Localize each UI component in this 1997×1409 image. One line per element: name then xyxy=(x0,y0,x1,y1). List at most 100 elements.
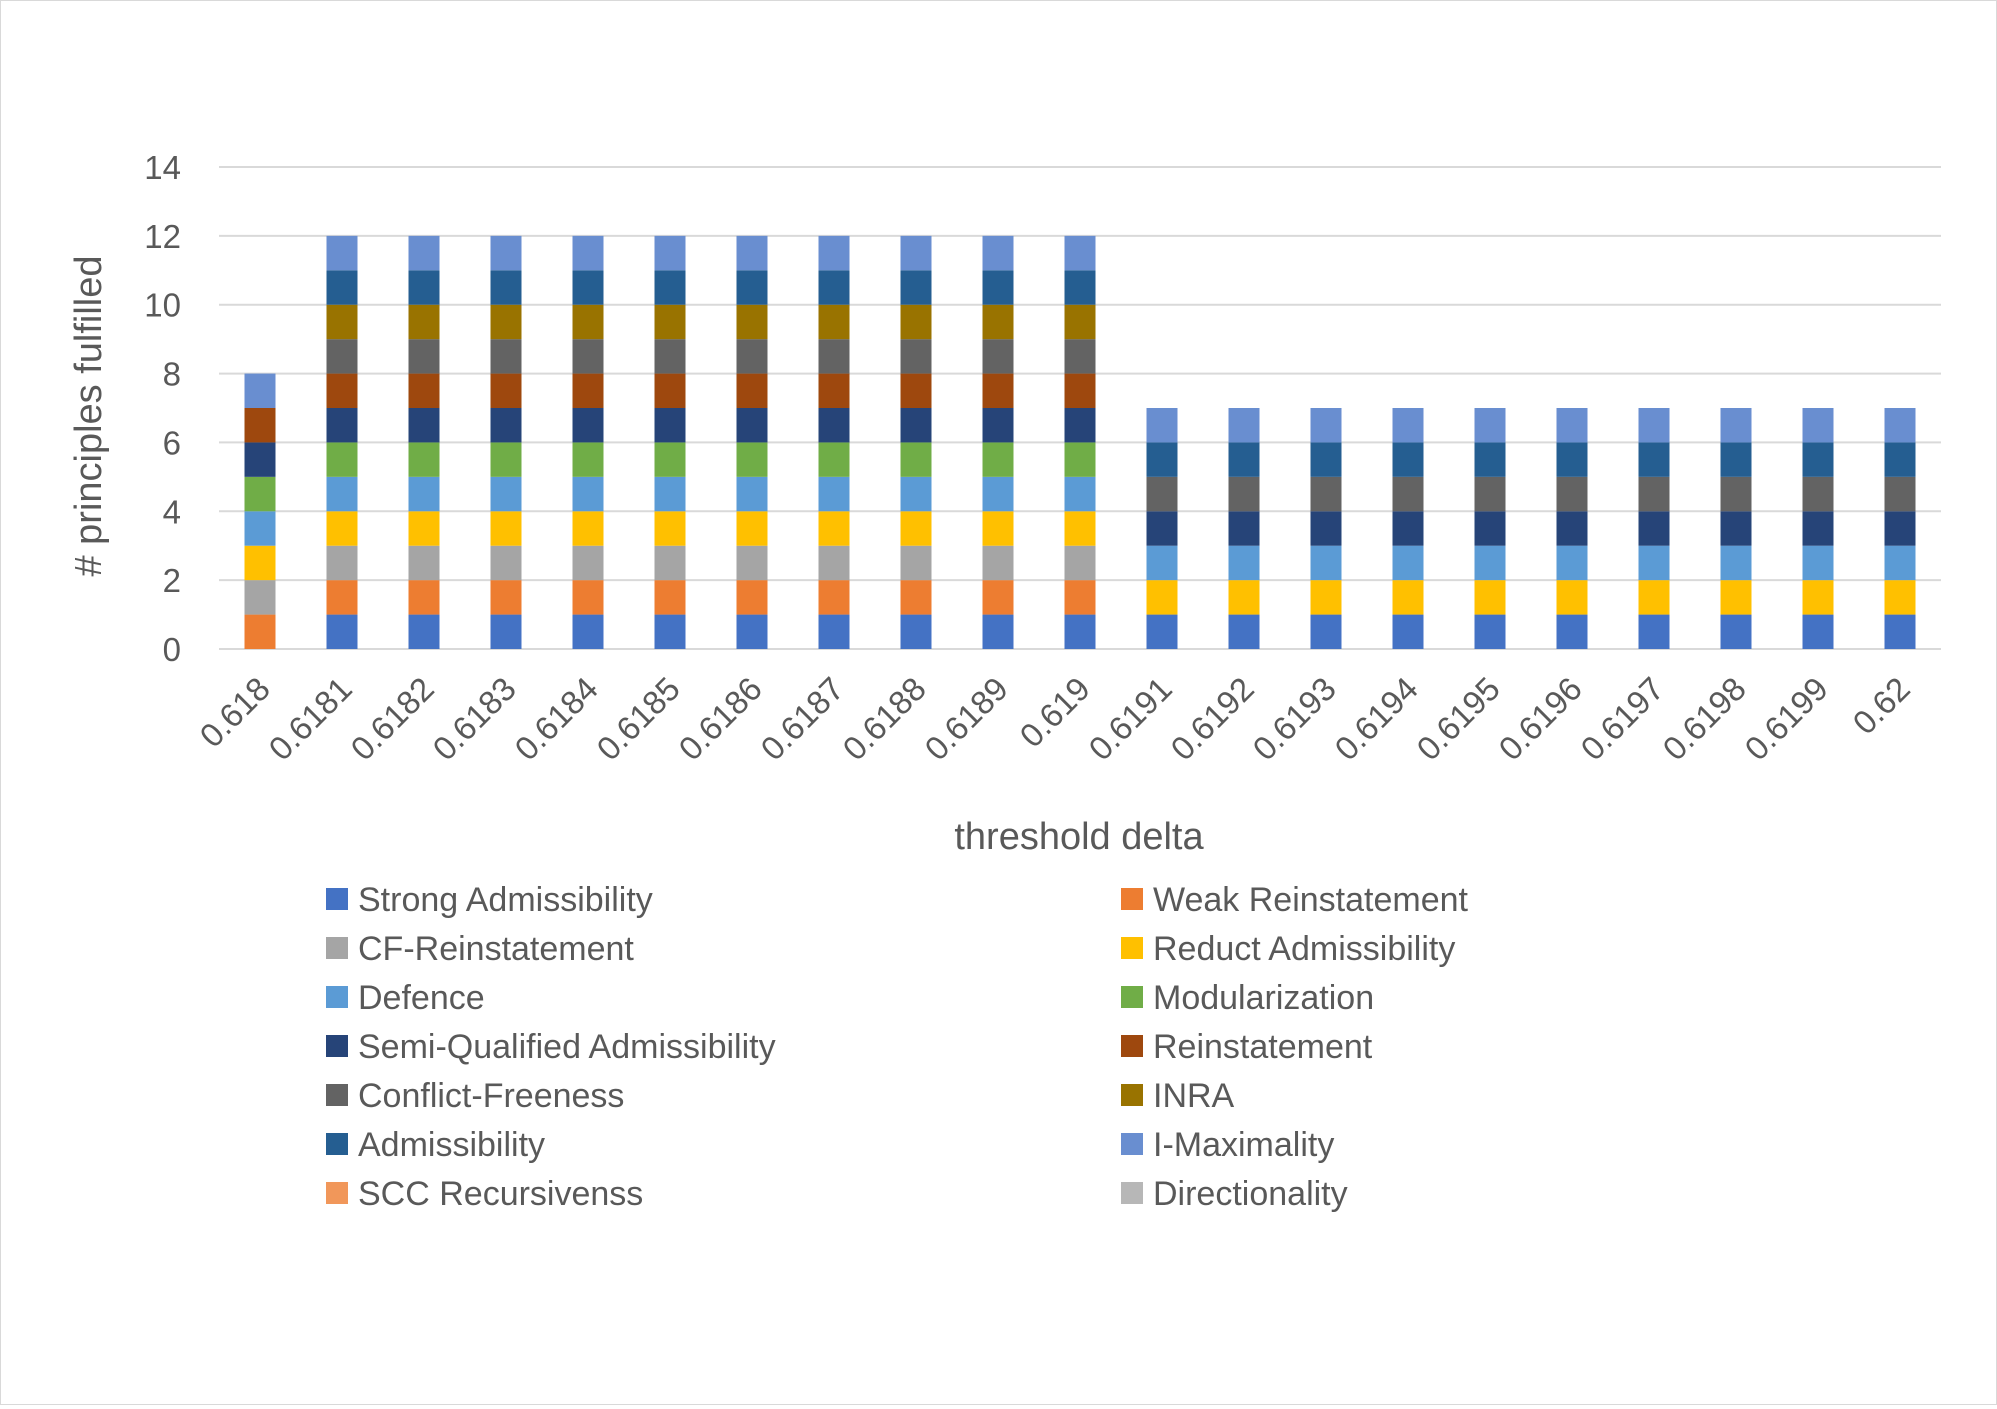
bar-segment xyxy=(244,442,276,477)
bar-segment xyxy=(818,580,850,615)
x-tick-label: 0.6196 xyxy=(1491,670,1589,768)
bar-segment xyxy=(818,545,850,581)
bar-segment xyxy=(572,442,604,477)
bar-segment xyxy=(1064,442,1096,477)
legend-label: Reduct Admissibility xyxy=(1153,930,1455,968)
y-tick-label: 12 xyxy=(144,218,181,255)
bar-segment xyxy=(1720,580,1752,615)
bar-segment xyxy=(818,235,850,271)
bar-segment xyxy=(900,614,932,649)
bar-segment xyxy=(490,545,522,581)
bar-segment xyxy=(1310,476,1342,512)
bar-segment xyxy=(736,339,768,374)
bar-segment xyxy=(900,339,932,374)
bar-segment xyxy=(408,442,440,477)
bar-segment xyxy=(490,235,522,271)
bar-segment xyxy=(1802,442,1834,477)
bar-segment xyxy=(900,304,932,340)
bar-segment xyxy=(736,511,768,546)
bar-segment xyxy=(654,408,686,443)
legend-label: Defence xyxy=(358,979,485,1017)
bar-segment xyxy=(326,580,358,615)
bar-segment xyxy=(408,580,440,615)
bar-segment xyxy=(1310,614,1342,649)
bar-segment xyxy=(244,545,276,581)
bar-segment xyxy=(1392,614,1424,649)
bar-segment xyxy=(1146,408,1178,443)
bar-segment xyxy=(408,408,440,443)
bar-segment xyxy=(982,614,1014,649)
bar-segment xyxy=(490,614,522,649)
bar-segment xyxy=(490,580,522,615)
bar-segment xyxy=(1146,580,1178,615)
legend-swatch xyxy=(326,888,348,910)
bar-segment xyxy=(654,476,686,512)
bar-segment xyxy=(1802,408,1834,443)
bar-segment xyxy=(982,270,1014,305)
bar-segment xyxy=(1064,304,1096,340)
bar-segment xyxy=(818,304,850,340)
x-tick-label: 0.6181 xyxy=(261,670,359,768)
bar-segment xyxy=(490,511,522,546)
bar-segment xyxy=(818,511,850,546)
bar-segment xyxy=(1884,408,1916,443)
bar-segment xyxy=(572,408,604,443)
bar-segment xyxy=(1228,511,1260,546)
bar-segment xyxy=(1556,614,1588,649)
bar-segment xyxy=(1474,442,1506,477)
bar-segment xyxy=(572,511,604,546)
bar-segment xyxy=(326,511,358,546)
bar-segment xyxy=(982,339,1014,374)
bar-segment xyxy=(1064,511,1096,546)
bar-segment xyxy=(326,304,358,340)
bar-segment xyxy=(900,408,932,443)
legend-swatch xyxy=(1121,1133,1143,1155)
bar-segment xyxy=(736,580,768,615)
bar-segment xyxy=(1228,408,1260,443)
bar-segment xyxy=(900,235,932,271)
bar-segment xyxy=(654,270,686,305)
bar-segment xyxy=(1638,614,1670,649)
bar-segment xyxy=(1474,614,1506,649)
bar-segment xyxy=(1310,580,1342,615)
bar-segment xyxy=(736,614,768,649)
bar-segment xyxy=(736,235,768,271)
bar-segment xyxy=(1884,614,1916,649)
bar-segment xyxy=(572,545,604,581)
bar-segment xyxy=(818,476,850,512)
bar-segment xyxy=(900,476,932,512)
bar-segment xyxy=(1884,511,1916,546)
bar-segment xyxy=(1310,545,1342,581)
bar-segment xyxy=(1310,511,1342,546)
bar-segment xyxy=(572,614,604,649)
bar-segment xyxy=(736,373,768,408)
x-tick-label: 0.6197 xyxy=(1573,670,1671,768)
bar-segment xyxy=(900,545,932,581)
legend-swatch xyxy=(326,1035,348,1057)
bar-segment xyxy=(1802,614,1834,649)
bar-segment xyxy=(1884,442,1916,477)
bar-segment xyxy=(572,304,604,340)
bar-segment xyxy=(900,270,932,305)
x-tick-label: 0.6188 xyxy=(835,670,933,768)
bar-segment xyxy=(572,270,604,305)
legend-swatch xyxy=(1121,986,1143,1008)
bar-segment xyxy=(1064,270,1096,305)
bar-segment xyxy=(1884,580,1916,615)
bar-segment xyxy=(1064,339,1096,374)
bar-segment xyxy=(1064,545,1096,581)
legend-label: I-Maximality xyxy=(1153,1126,1334,1164)
bar-segment xyxy=(654,442,686,477)
y-tick-label: 6 xyxy=(163,424,181,461)
bar-segment xyxy=(1720,476,1752,512)
bar-segment xyxy=(818,614,850,649)
x-tick-label: 0.6189 xyxy=(917,670,1015,768)
bar-segment xyxy=(736,476,768,512)
bar-segment xyxy=(1392,442,1424,477)
bar-segment xyxy=(1064,373,1096,408)
bar-segment xyxy=(1556,408,1588,443)
x-tick-label: 0.6185 xyxy=(589,670,687,768)
bar-segment xyxy=(1064,235,1096,271)
bar-segment xyxy=(1228,580,1260,615)
